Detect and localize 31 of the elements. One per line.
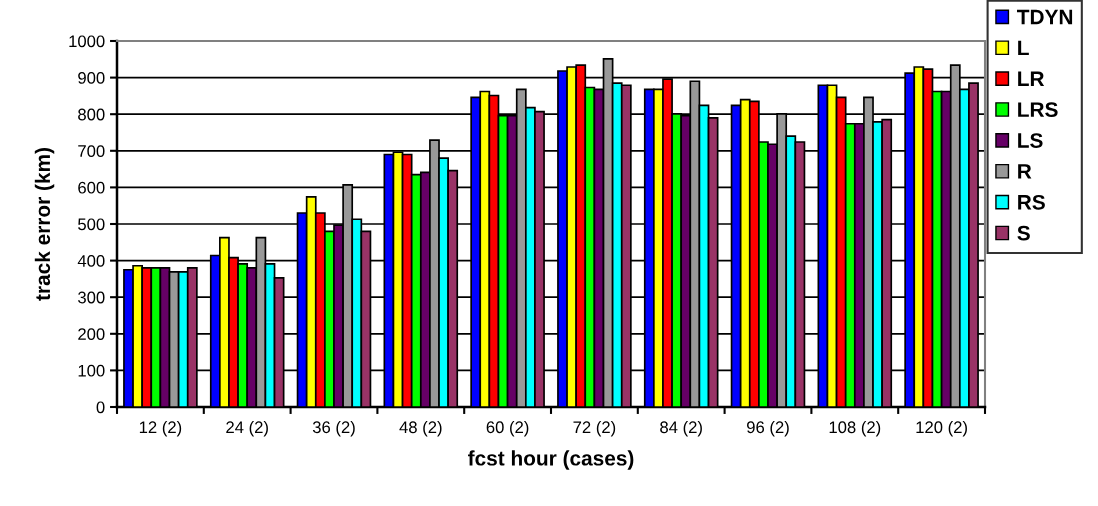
y-tick-label: 300	[78, 291, 105, 304]
y-tick-label: 200	[78, 328, 105, 340]
x-tick-label: 120 (2)	[916, 420, 967, 437]
x-axis-title: fcst hour (cases)	[468, 450, 634, 470]
legend-label: LRS	[1018, 102, 1058, 118]
x-tick-label: 72 (2)	[573, 420, 616, 437]
legend-label: L	[1018, 40, 1029, 56]
y-tick-label: 100	[78, 364, 105, 377]
x-tick-label: 60 (2)	[486, 420, 529, 437]
x-tick-label: 24 (2)	[226, 420, 268, 437]
y-tick-label: 800	[78, 108, 105, 121]
legend-label: RS	[1018, 194, 1045, 210]
legend-label: LS	[1018, 133, 1043, 148]
y-tick-label: 900	[78, 72, 105, 84]
y-axis-title: track error (km)	[34, 148, 55, 301]
x-tick-label: 12 (2)	[139, 420, 182, 437]
y-tick-label: 1000	[69, 35, 105, 48]
x-tick-label: 108 (2)	[829, 420, 881, 437]
legend-label: R	[1018, 164, 1032, 179]
x-tick-label: 84 (2)	[660, 420, 702, 437]
x-tick-label: 36 (2)	[312, 420, 355, 437]
legend-label: TDYN	[1017, 9, 1073, 25]
x-tick-label: 48 (2)	[399, 420, 442, 437]
legend-label: LR	[1018, 71, 1045, 86]
y-tick-label: 700	[78, 145, 105, 157]
y-tick-label: 400	[77, 255, 105, 267]
legend-label: S	[1017, 225, 1030, 241]
y-tick-label: 0	[96, 401, 105, 414]
y-tick-label: 500	[78, 218, 105, 231]
y-tick-label: 600	[78, 181, 105, 194]
x-tick-label: 96 (2)	[747, 420, 789, 437]
